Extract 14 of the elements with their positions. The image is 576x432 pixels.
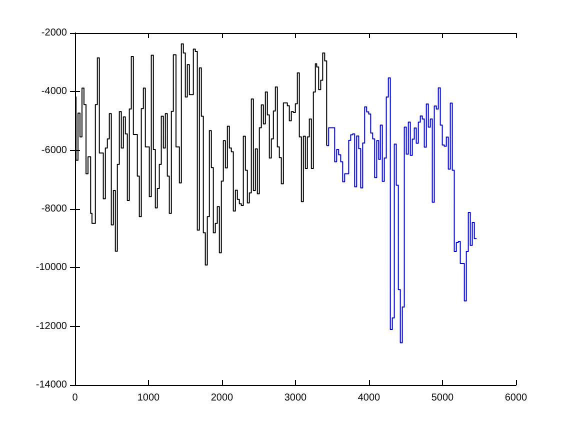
y-tick-label: -12000 [36,320,68,332]
y-tick-label: -6000 [41,144,68,156]
x-tick-label: 6000 [504,392,528,404]
x-tick-label: 0 [72,392,78,404]
y-tick-label: -2000 [41,28,68,38]
y-tick-label: -8000 [41,204,68,214]
x-tick-label: 1000 [137,392,160,404]
y-tick-label: -10000 [36,262,68,274]
y-tick-label: -14000 [36,380,68,390]
x-tick-label: 2000 [210,392,234,404]
y-tick-label: -4000 [41,86,68,98]
x-tick-label: 5000 [431,392,454,404]
x-tick-label: 3000 [284,392,308,404]
x-tick-label: 4000 [358,392,381,404]
